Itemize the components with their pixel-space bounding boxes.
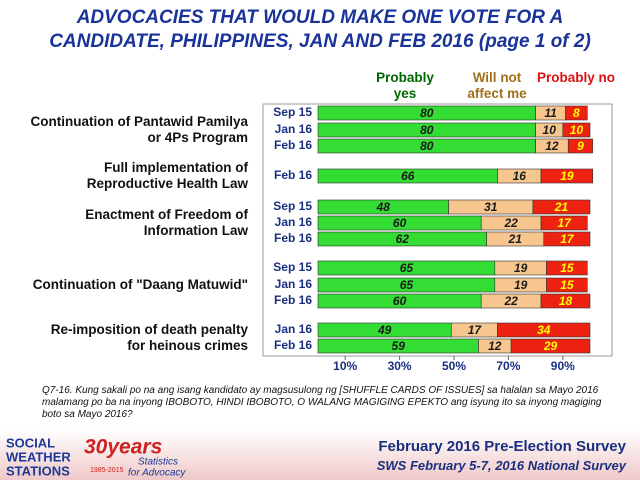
value-label: 60 — [393, 294, 407, 308]
value-label: 34 — [537, 323, 551, 337]
row-label: Feb 16 — [274, 231, 312, 245]
logo-span: 1985-2015 — [90, 467, 124, 474]
bar-segment — [567, 138, 594, 154]
value-label: 17 — [468, 323, 483, 337]
footnote: Q7-16. Kung sakali po na ang isang kandi… — [42, 385, 602, 420]
value-label: 17 — [557, 216, 572, 230]
bar-segment — [565, 105, 588, 121]
value-label: 9 — [577, 139, 584, 153]
value-label: 80 — [420, 139, 434, 153]
value-label: 66 — [401, 169, 415, 183]
group-label: Full implementation of Reproductive Heal… — [86, 160, 248, 191]
group-label: Re-imposition of death penalty for heino… — [50, 322, 248, 353]
footer-survey: February 2016 Pre-Election Survey — [378, 438, 626, 455]
value-label: 22 — [503, 294, 518, 308]
bar-segment — [532, 199, 591, 215]
value-label: 19 — [514, 278, 528, 292]
value-label: 80 — [420, 123, 434, 137]
value-label: 65 — [400, 278, 414, 292]
x-tick-label: 90% — [551, 359, 575, 373]
group-label: Continuation of Pantawid Pamilya or 4Ps … — [30, 113, 248, 145]
value-label: 17 — [560, 232, 575, 246]
bar-segment — [543, 231, 591, 247]
row-label: Jan 16 — [275, 215, 313, 229]
plot-frame — [262, 103, 613, 357]
x-tick-label: 70% — [496, 359, 520, 373]
bar-segment — [562, 122, 591, 138]
value-label: 8 — [573, 106, 580, 120]
row-label: Feb 16 — [274, 168, 312, 182]
row-label: Sep 15 — [273, 260, 312, 274]
legend-entry: Probably yes — [376, 70, 434, 101]
value-label: 10 — [570, 123, 584, 137]
value-label: 60 — [393, 216, 407, 230]
bar-segment — [540, 215, 588, 231]
logo-tagline: Statistics — [138, 457, 178, 468]
legend-entry: Will not affect me — [467, 70, 527, 101]
x-tick-label: 50% — [442, 359, 466, 373]
value-label: 12 — [545, 139, 559, 153]
value-label: 12 — [488, 339, 502, 353]
x-tick-label: 30% — [388, 359, 412, 373]
bar-segment — [546, 277, 588, 293]
value-label: 10 — [543, 123, 557, 137]
bar-segment — [540, 293, 591, 309]
row-label: Jan 16 — [275, 322, 313, 336]
group-label: Enactment of Freedom of Information Law — [85, 207, 248, 238]
value-label: 21 — [508, 232, 523, 246]
value-label: 21 — [554, 200, 569, 214]
value-label: 18 — [559, 294, 573, 308]
value-label: 65 — [400, 261, 414, 275]
x-tick-label: 10% — [333, 359, 357, 373]
row-label: Jan 16 — [275, 277, 313, 291]
footer-subtitle: SWS February 5-7, 2016 National Survey — [376, 458, 626, 473]
value-label: 15 — [560, 261, 574, 275]
row-label: Sep 15 — [273, 199, 312, 213]
value-label: 19 — [514, 261, 528, 275]
row-label: Sep 15 — [273, 105, 312, 119]
group-label: Continuation of "Daang Matuwid" — [32, 276, 248, 292]
value-label: 29 — [543, 339, 558, 353]
row-label: Feb 16 — [274, 293, 312, 307]
value-label: 59 — [392, 339, 406, 353]
footer-band — [0, 430, 640, 480]
legend-entry: Probably no — [536, 70, 615, 85]
logo-line: STATIONS — [6, 463, 70, 478]
value-label: 62 — [396, 232, 410, 246]
bar-segment — [510, 338, 591, 354]
value-label: 48 — [376, 200, 391, 214]
row-label: Feb 16 — [274, 138, 312, 152]
value-label: 22 — [503, 216, 518, 230]
logo-line: WEATHER — [6, 449, 71, 464]
value-label: 16 — [513, 169, 527, 183]
value-label: 19 — [560, 169, 574, 183]
value-label: 11 — [544, 106, 557, 120]
logo-years: 30years — [84, 436, 162, 459]
value-label: 31 — [484, 200, 498, 214]
row-label: Feb 16 — [274, 338, 312, 352]
value-label: 15 — [560, 278, 574, 292]
value-label: 80 — [420, 106, 434, 120]
bar-segment — [497, 322, 591, 338]
row-label: Jan 16 — [275, 122, 313, 136]
bar-segment — [546, 260, 588, 276]
bar-segment — [540, 168, 594, 184]
value-label: 49 — [377, 323, 392, 337]
logo-line: SOCIAL — [6, 435, 55, 450]
logo-tagline: for Advocacy — [128, 468, 186, 479]
chart-title: ADVOCACIES THAT WOULD MAKE ONE VOTE FOR … — [49, 7, 591, 52]
